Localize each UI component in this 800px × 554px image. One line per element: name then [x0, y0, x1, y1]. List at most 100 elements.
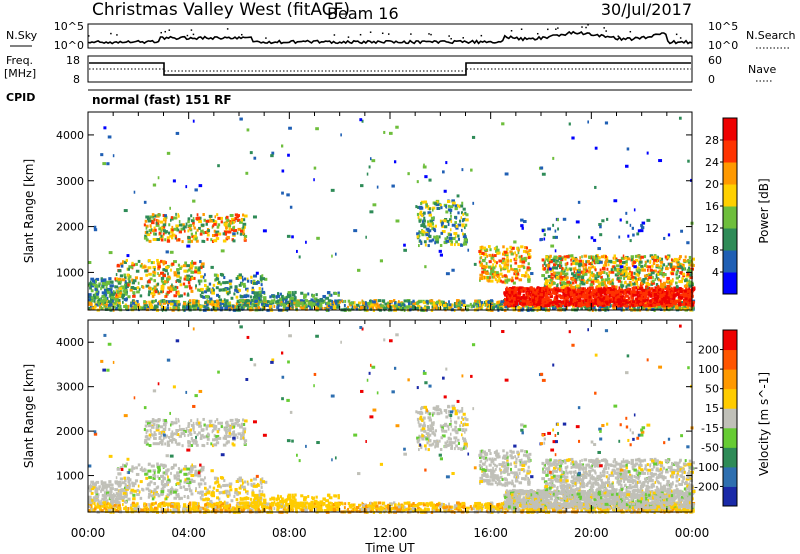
power-cell — [291, 293, 296, 297]
power-cell — [105, 293, 108, 297]
power-cell — [292, 305, 294, 309]
power-cell — [265, 303, 269, 307]
power-cell — [300, 291, 304, 295]
power-cell — [630, 271, 634, 275]
power-cell — [522, 220, 527, 224]
power-cell — [418, 244, 420, 248]
power-cell — [631, 300, 636, 304]
power-cell — [166, 151, 171, 155]
power-cell — [625, 211, 628, 215]
power-cell — [562, 288, 565, 292]
power-cell — [403, 248, 407, 252]
power-cell — [664, 267, 669, 271]
power-cell — [555, 304, 559, 308]
power-cell — [192, 261, 197, 265]
power-cell — [462, 207, 466, 211]
power-cell — [474, 301, 477, 305]
power-cell — [653, 269, 657, 273]
power-cell — [290, 296, 294, 300]
power-cell — [191, 261, 194, 265]
power-cell — [142, 285, 145, 289]
power-cell — [580, 307, 583, 311]
power-cell — [421, 222, 426, 226]
power-cell — [645, 295, 648, 299]
power-cell — [592, 306, 596, 310]
power-cell — [598, 272, 602, 276]
power-cell — [510, 259, 513, 263]
power-cell — [480, 302, 484, 306]
power-cell — [440, 206, 443, 210]
power-cell — [659, 264, 662, 268]
power-cell — [576, 289, 581, 293]
power-cell — [626, 257, 631, 261]
power-cell — [595, 293, 598, 297]
power-cell — [245, 294, 250, 298]
power-cell — [318, 301, 321, 305]
nsearch-dot — [629, 30, 632, 33]
power-cell — [211, 307, 215, 311]
power-cell — [621, 302, 624, 306]
power-cell — [550, 281, 555, 285]
power-cell — [548, 291, 551, 295]
power-cell — [239, 220, 243, 224]
power-cell — [685, 284, 690, 288]
power-cell — [543, 260, 547, 264]
power-cell — [161, 260, 166, 264]
power-cell — [479, 278, 481, 282]
power-cell — [139, 277, 143, 281]
power-cell — [493, 270, 497, 274]
power-cell — [193, 299, 197, 303]
power-cell — [482, 276, 485, 280]
power-cell — [651, 281, 655, 285]
power-cell — [454, 207, 458, 211]
power-cell — [403, 305, 408, 309]
power-cell — [614, 257, 617, 261]
power-cell — [489, 299, 494, 303]
power-cell — [482, 246, 487, 250]
power-cell — [622, 272, 626, 276]
power-cell — [319, 304, 323, 308]
power-cell — [551, 291, 556, 295]
power-cell — [591, 255, 594, 259]
power-cell — [638, 294, 643, 298]
power-cell — [120, 264, 124, 268]
power-cell — [115, 298, 119, 302]
power-cell — [555, 259, 559, 263]
power-cell — [510, 296, 514, 300]
power-cell — [658, 295, 663, 299]
power-cell — [608, 259, 613, 263]
power-cell — [601, 270, 605, 274]
power-cell — [591, 259, 596, 263]
power-cell — [451, 237, 456, 241]
power-cell — [292, 301, 296, 305]
power-cell — [582, 300, 585, 304]
power-cell — [216, 305, 218, 309]
power-cell — [582, 292, 585, 296]
power-cell — [567, 289, 571, 293]
power-cell — [499, 272, 503, 276]
power-cell — [491, 267, 495, 271]
power-cell — [555, 301, 558, 305]
power-cell — [685, 274, 690, 278]
power-cell — [577, 273, 580, 277]
power-cell — [571, 256, 574, 260]
power-cell — [126, 273, 130, 277]
power-cell — [215, 303, 219, 307]
power-cell — [655, 263, 659, 267]
freq-panel — [87, 55, 693, 83]
power-cell — [177, 238, 181, 242]
power-cell — [353, 301, 356, 305]
power-cell — [206, 233, 210, 237]
power-cell — [686, 301, 690, 305]
power-cell — [625, 272, 628, 276]
power-cell — [455, 305, 458, 309]
power-cell — [532, 298, 535, 302]
power-cell — [89, 280, 92, 284]
power-cell — [452, 203, 455, 207]
power-cell — [626, 267, 628, 271]
power-cell — [287, 153, 290, 157]
power-cell — [599, 302, 602, 306]
power-cell — [648, 274, 653, 278]
power-cell — [234, 285, 238, 289]
power-cell — [551, 282, 554, 286]
